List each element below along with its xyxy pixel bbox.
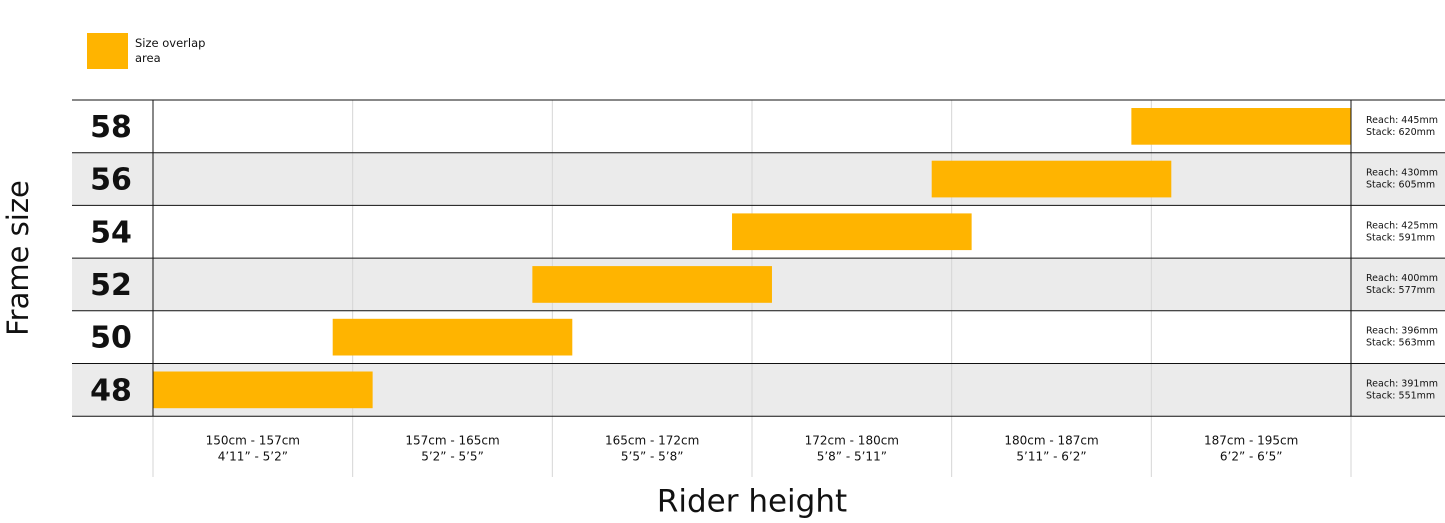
height-metric-label: 187cm - 195cm <box>1204 434 1298 448</box>
geometry-note: Reach: 391mm <box>1366 378 1438 389</box>
geometry-note: Reach: 445mm <box>1366 115 1438 126</box>
frame-size-label: 48 <box>90 373 132 408</box>
geometry-note: Reach: 425mm <box>1366 220 1438 231</box>
size-range-bar <box>332 318 573 356</box>
height-imperial-label: 4’11” - 5’2” <box>218 450 288 464</box>
size-range-bar <box>532 266 772 303</box>
geometry-note: Stack: 605mm <box>1366 180 1435 191</box>
legend-swatch <box>87 33 128 69</box>
geometry-note: Stack: 591mm <box>1366 232 1435 243</box>
height-metric-label: 180cm - 187cm <box>1004 434 1098 448</box>
y-axis-title: Frame size <box>1 180 35 336</box>
frame-size-label: 50 <box>90 321 132 356</box>
geometry-note: Stack: 551mm <box>1366 390 1435 401</box>
size-range-bar <box>1131 108 1351 145</box>
height-metric-label: 165cm - 172cm <box>605 434 699 448</box>
size-range-bar <box>732 213 972 251</box>
x-axis-title: Rider height <box>657 484 847 520</box>
height-imperial-label: 5’8” - 5’11” <box>817 450 887 464</box>
height-metric-label: 172cm - 180cm <box>805 434 899 448</box>
legend-label: Size overlap area <box>135 36 206 65</box>
height-metric-label: 150cm - 157cm <box>206 434 300 448</box>
geometry-note: Reach: 430mm <box>1366 168 1438 179</box>
frame-size-label: 58 <box>90 110 132 145</box>
height-metric-label: 157cm - 165cm <box>405 434 499 448</box>
geometry-note: Stack: 620mm <box>1366 127 1435 138</box>
height-imperial-label: 5’11” - 6’2” <box>1016 450 1086 464</box>
frame-size-label: 54 <box>90 215 132 250</box>
frame-size-label: 52 <box>90 268 132 303</box>
height-imperial-label: 5’5” - 5’8” <box>621 450 684 464</box>
geometry-note: Stack: 563mm <box>1366 338 1435 349</box>
frame-size-label: 56 <box>90 163 132 198</box>
geometry-note: Reach: 400mm <box>1366 273 1438 284</box>
height-imperial-label: 6’2” - 6’5” <box>1220 450 1283 464</box>
size-range-bar <box>931 160 1172 198</box>
geometry-note: Stack: 577mm <box>1366 285 1435 296</box>
size-range-bar <box>153 371 373 409</box>
row-background <box>72 152 1445 206</box>
height-imperial-label: 5’2” - 5’5” <box>421 450 484 464</box>
geometry-note: Reach: 396mm <box>1366 326 1438 337</box>
